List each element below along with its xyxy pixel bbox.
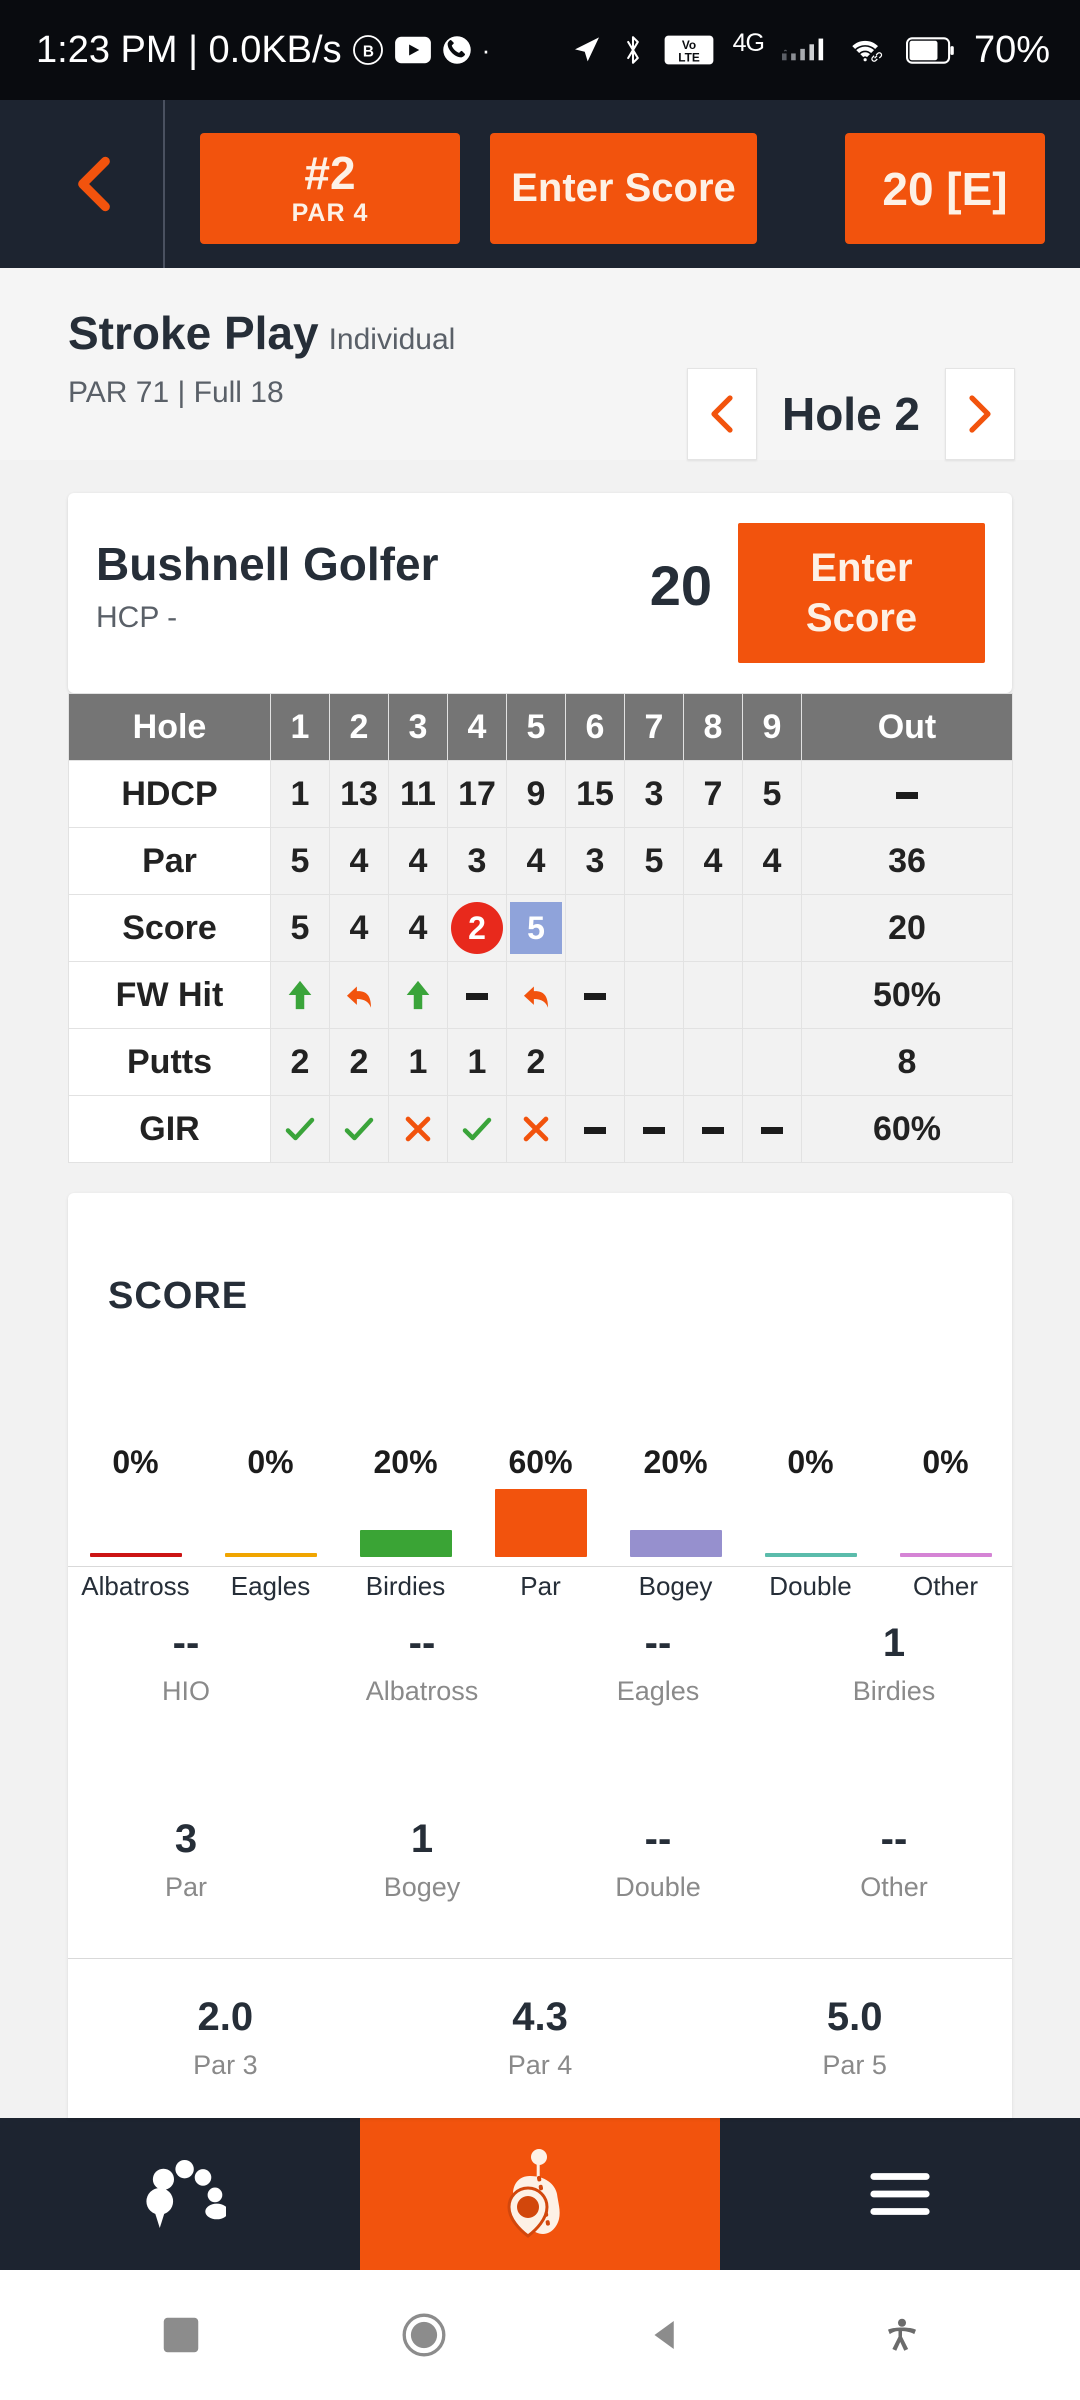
svg-text:LTE: LTE <box>678 50 700 64</box>
svg-text:B: B <box>362 43 373 60</box>
